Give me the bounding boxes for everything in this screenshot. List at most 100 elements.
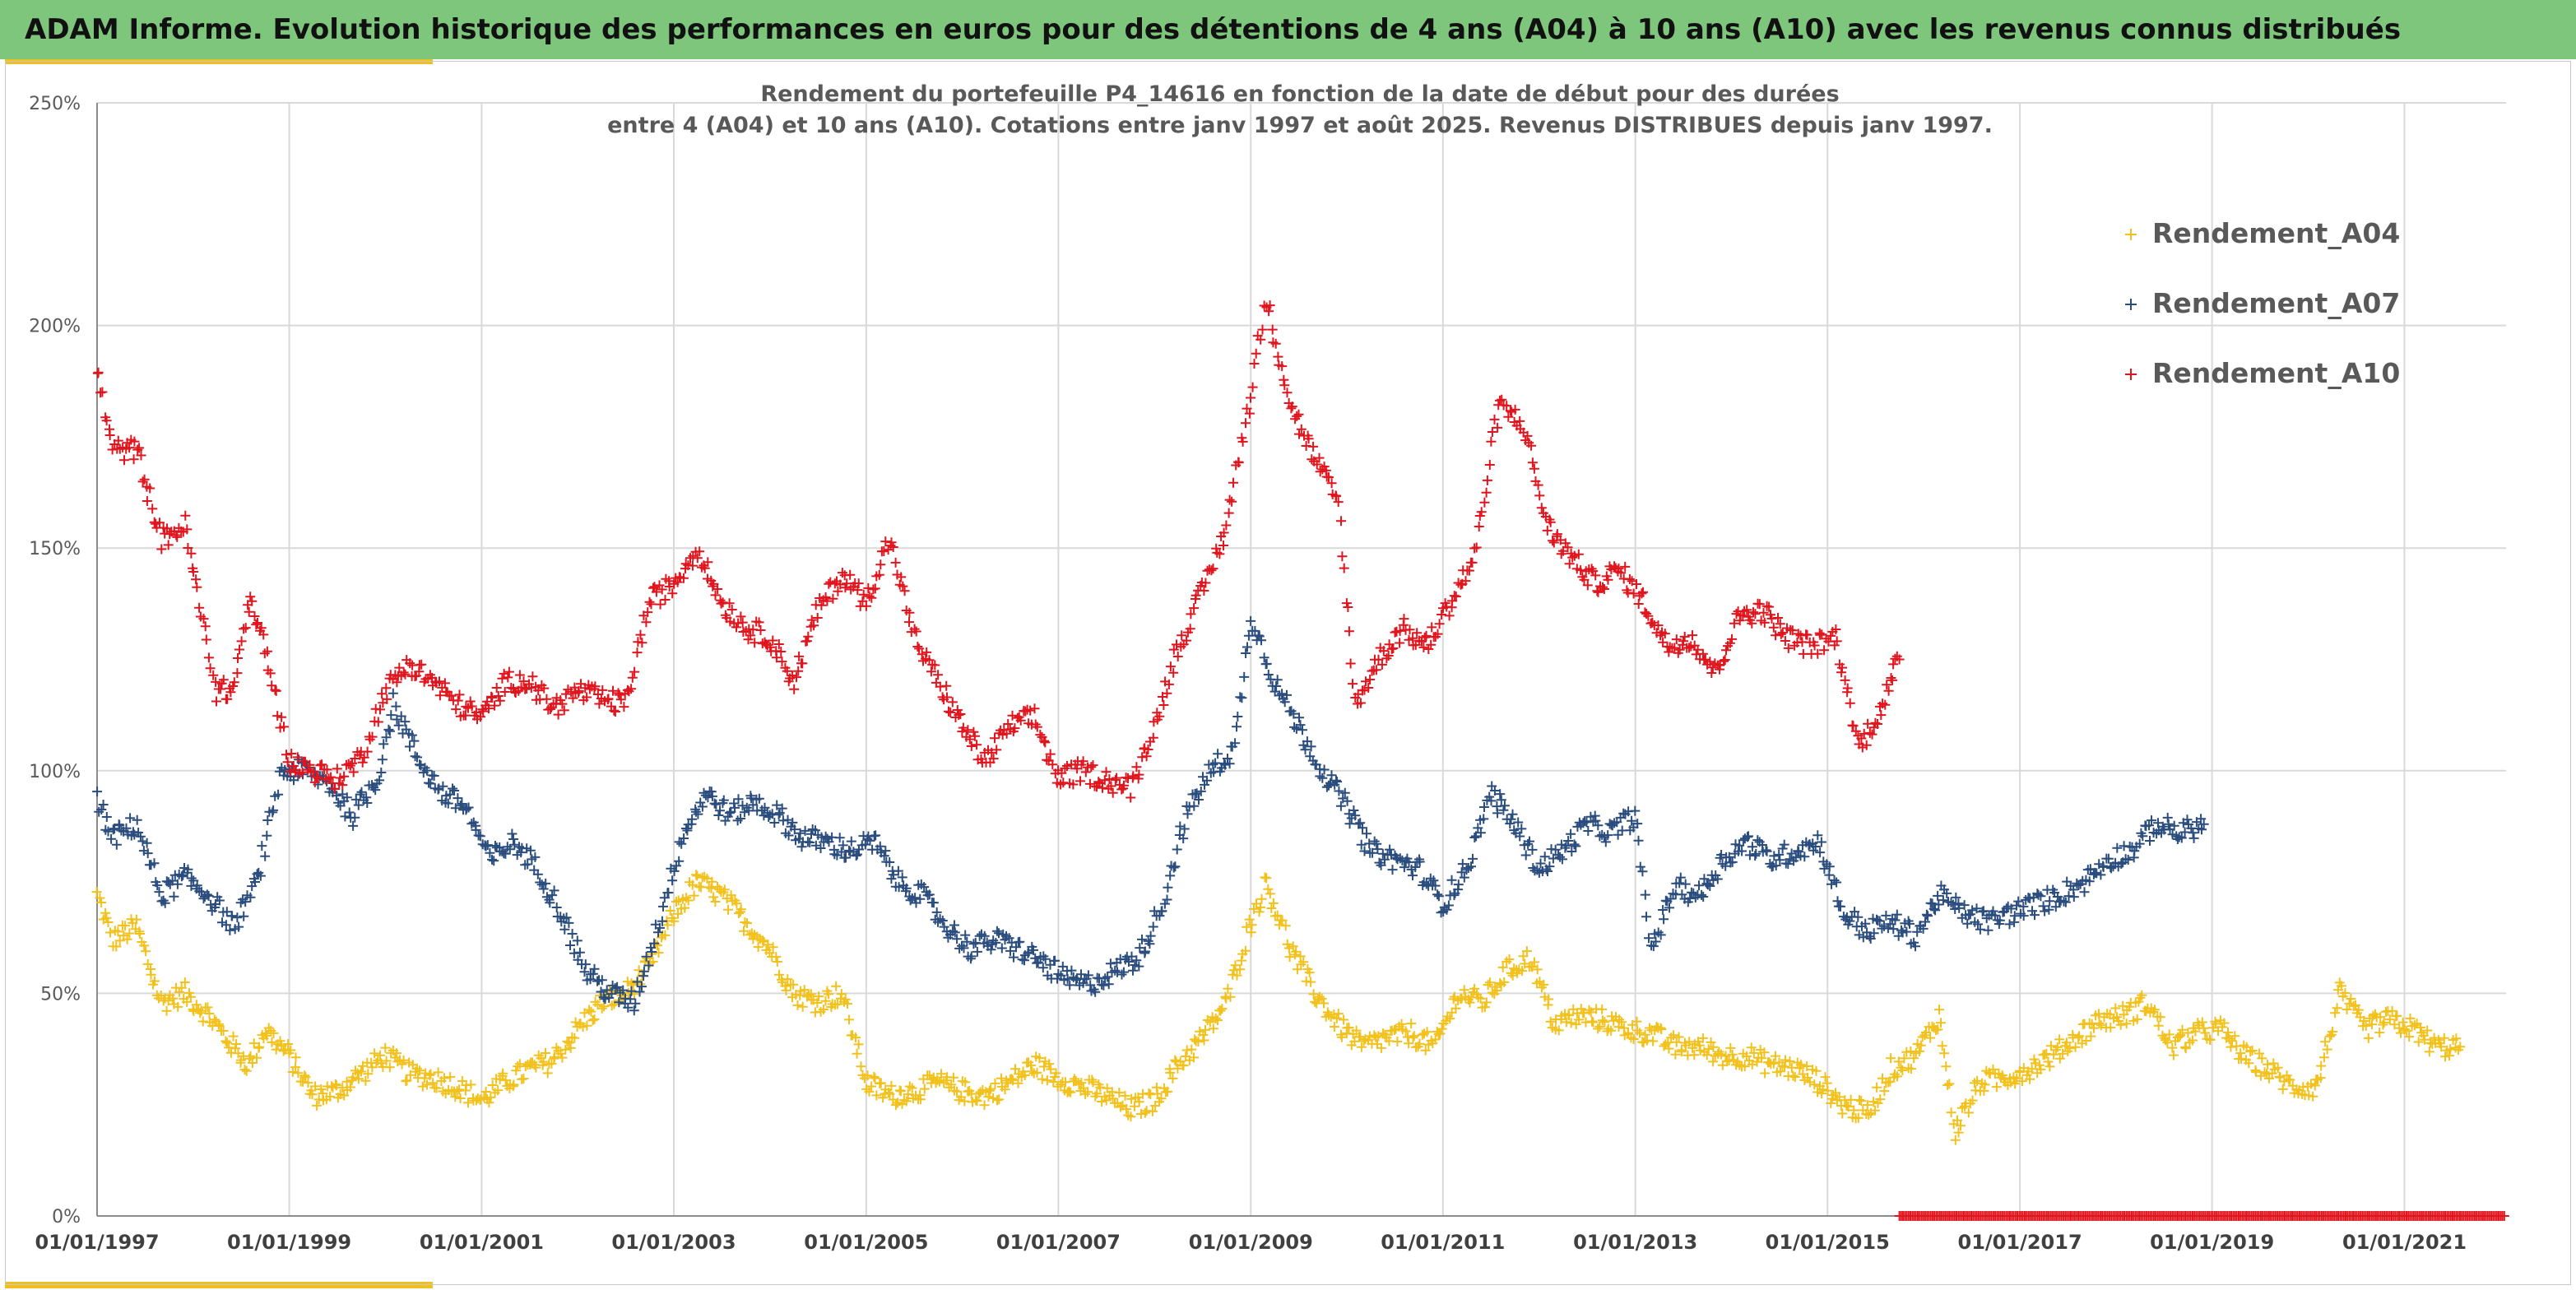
data-point: [250, 877, 260, 887]
x-tick-label: 01/01/2013: [1573, 1231, 1697, 1254]
data-point: [1967, 1095, 1978, 1106]
data-point: [1088, 760, 1098, 771]
data-point: [1788, 1070, 1799, 1081]
data-point: [884, 857, 895, 867]
data-point: [787, 817, 798, 828]
data-point: [2404, 1032, 2415, 1042]
data-point: [1134, 1097, 1144, 1107]
data-point: [1479, 497, 1490, 508]
data-point: [1277, 689, 1288, 699]
data-point: [1864, 1110, 1874, 1120]
data-point: [218, 1026, 229, 1036]
data-point: [742, 918, 752, 929]
data-point: [101, 812, 112, 822]
data-point: [1459, 872, 1469, 883]
data-point: [545, 898, 555, 908]
data-point: [2384, 1014, 2395, 1025]
data-point: [1339, 787, 1350, 798]
data-point: [225, 925, 235, 935]
data-point: [105, 927, 115, 938]
data-point: [489, 856, 499, 866]
data-point: [1282, 689, 1292, 700]
data-point: [1836, 901, 1845, 912]
series-rendement-a07: [92, 615, 2209, 1016]
data-point: [2074, 1031, 2085, 1042]
data-point: [124, 928, 135, 939]
data-point: [831, 981, 842, 991]
data-point: [1009, 952, 1019, 963]
data-point: [886, 1080, 897, 1091]
data-point: [95, 893, 105, 903]
data-point: [1319, 998, 1329, 1009]
data-point: [1754, 599, 1765, 610]
data-point: [2316, 1060, 2327, 1071]
data-point: [1120, 1090, 1130, 1101]
data-point: [1921, 909, 1932, 920]
data-point: [508, 1079, 519, 1090]
data-point: [2043, 1056, 2054, 1067]
data-point: [1189, 800, 1200, 811]
data-point: [559, 924, 570, 935]
data-point: [2346, 994, 2356, 1004]
data-point: [108, 824, 118, 835]
data-point: [1656, 1024, 1667, 1035]
data-point: [1259, 652, 1269, 663]
data-point: [1671, 1037, 1682, 1047]
data-point: [724, 598, 735, 609]
data-point: [1507, 809, 1518, 819]
data-point: [176, 982, 187, 993]
data-point: [730, 802, 740, 813]
data-point: [1163, 1086, 1173, 1097]
data-point: [1291, 946, 1302, 957]
data-point: [1752, 835, 1763, 846]
data-point: [245, 1051, 256, 1061]
data-point: [2247, 1046, 2258, 1056]
data-point: [317, 759, 327, 770]
data-point: [1213, 749, 1223, 759]
x-tick-label: 01/01/2001: [420, 1231, 544, 1254]
data-point: [589, 963, 600, 974]
data-point: [457, 799, 467, 809]
data-point: [754, 793, 764, 804]
data-point: [1751, 848, 1761, 859]
data-point: [1038, 1061, 1049, 1072]
data-point: [1527, 844, 1538, 855]
data-point: [1529, 463, 1539, 474]
data-point: [1826, 1098, 1836, 1108]
data-point: [1232, 970, 1242, 981]
data-point: [1543, 994, 1554, 1005]
data-point: [824, 989, 834, 1000]
data-point: [1764, 1057, 1775, 1068]
data-point: [1277, 915, 1288, 926]
data-point: [1307, 454, 1317, 465]
data-point: [1834, 1092, 1845, 1102]
data-point: [1144, 939, 1155, 949]
data-point: [1635, 861, 1645, 872]
data-point: [233, 653, 243, 663]
data-point: [2309, 1080, 2320, 1091]
data-point: [1098, 980, 1109, 991]
data-point: [1159, 898, 1170, 909]
data-point: [239, 911, 249, 921]
data-point: [450, 803, 461, 814]
data-point: [1712, 874, 1723, 884]
data-point: [405, 1070, 415, 1080]
data-point: [542, 1068, 553, 1079]
x-tick-label: 01/01/2015: [1766, 1231, 1890, 1254]
data-point: [203, 652, 214, 663]
data-point: [176, 871, 187, 882]
data-point: [710, 590, 721, 601]
data-point: [1102, 972, 1113, 982]
data-point: [312, 1100, 323, 1111]
data-point: [1095, 1082, 1106, 1093]
data-point: [2017, 1076, 2027, 1087]
data-point: [2378, 1019, 2388, 1030]
data-point: [1650, 936, 1661, 947]
data-point: [1761, 846, 1772, 856]
data-point: [431, 1083, 442, 1093]
data-point: [2105, 1022, 2116, 1032]
data-point: [348, 1072, 359, 1083]
data-point: [2110, 1003, 2121, 1014]
data-point: [1230, 960, 1241, 971]
data-point: [795, 828, 805, 838]
